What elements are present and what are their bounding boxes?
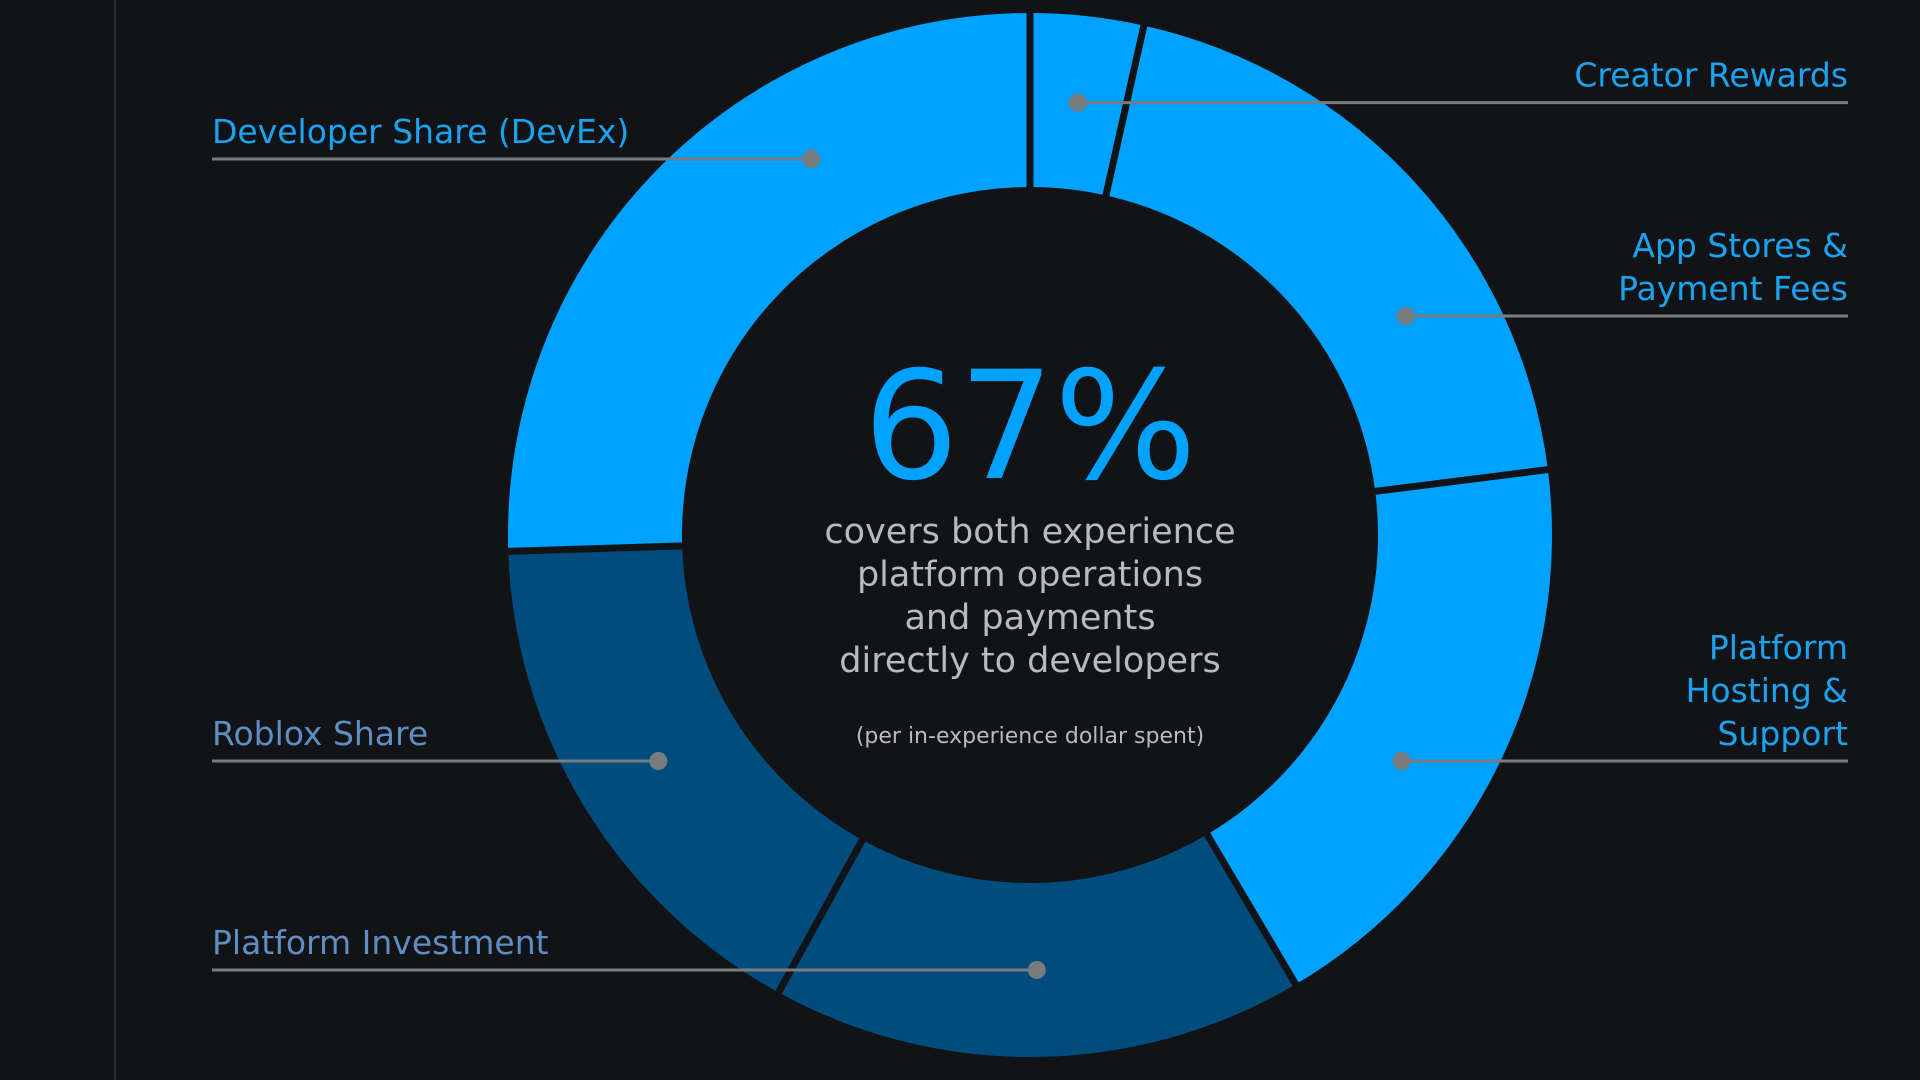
center-caption-line-4: directly to developers — [839, 641, 1220, 681]
leader-dot-developer-share-devex — [802, 150, 821, 168]
label-platform-hosting-support-line-1: Platform — [1709, 628, 1848, 667]
leader-dot-platform-hosting-support — [1392, 752, 1411, 770]
slice-separator — [1102, 22, 1148, 199]
leader-dot-creator-rewards — [1068, 93, 1087, 112]
slice-platform-hosting-support — [1207, 469, 1552, 985]
leader-dot-platform-investment — [1027, 960, 1046, 979]
leader-dot-app-stores-payment-fees — [1396, 307, 1415, 325]
slice-roblox-share — [508, 545, 863, 993]
slice-separator — [774, 836, 867, 996]
slice-separator — [1203, 831, 1300, 988]
slice-developer-share-devex — [507, 13, 1030, 552]
label-app-stores-payment-fees-line-2: Payment Fees — [1618, 269, 1848, 308]
label-app-stores-payment-fees-line-1: App Stores & — [1632, 226, 1848, 265]
label-platform-hosting-support-line-3: Support — [1718, 714, 1849, 753]
label-platform-hosting-support-line-2: Hosting & — [1686, 671, 1848, 710]
slice-platform-investment — [778, 834, 1296, 1057]
center-caption-line-1: covers both experience — [824, 512, 1235, 552]
center-caption-line-3: and payments — [904, 598, 1155, 638]
slice-labels: Creator Rewards App Stores & Payment Fees P… — [212, 56, 1848, 962]
leader-dot-roblox-share — [649, 752, 668, 770]
label-creator-rewards: Creator Rewards — [1574, 56, 1848, 95]
label-developer-share-devex: Developer Share (DevEx) — [212, 112, 629, 151]
slice-separator — [1372, 465, 1551, 496]
left-divider-rule — [114, 0, 116, 1080]
label-roblox-share: Roblox Share — [212, 714, 428, 753]
center-percentage: 67% — [863, 340, 1196, 514]
slice-separator — [506, 542, 685, 555]
slice-app-stores-payment-fees — [1105, 25, 1548, 492]
label-platform-investment: Platform Investment — [212, 923, 549, 962]
donut-slices — [506, 11, 1552, 1057]
center-note: (per in-experience dollar spent) — [856, 724, 1204, 749]
center-caption-line-2: platform operations — [857, 555, 1203, 595]
leader-lines — [212, 93, 1848, 979]
